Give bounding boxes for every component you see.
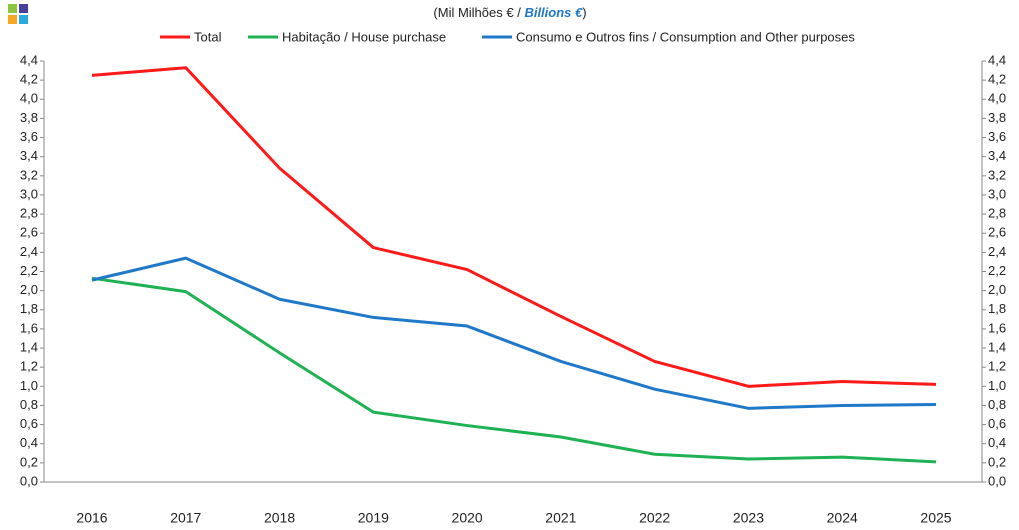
x-tick-label: 2022 [639,510,670,526]
y-tick-label: 3,8 [20,110,38,125]
legend-label: Total [194,29,222,44]
x-tick-label: 2020 [452,510,483,526]
x-tick-label: 2017 [170,510,201,526]
series-line [91,66,937,388]
x-tick-label: 2024 [827,510,858,526]
y2-tick-label: 1,2 [988,359,1006,374]
y-tick-label: 3,0 [20,186,38,201]
y-tick-label: 2,0 [20,282,38,297]
y2-tick-label: 2,6 [988,225,1006,240]
y2-tick-label: 0,0 [988,473,1006,488]
y2-tick-label: 3,2 [988,167,1006,182]
subtitle-part: ) [582,5,586,20]
y-tick-label: 0,0 [20,473,38,488]
y-tick-label: 2,6 [20,225,38,240]
y-tick-label: 1,4 [20,339,38,354]
y2-tick-label: 1,8 [988,301,1006,316]
x-tick-label: 2023 [733,510,764,526]
y-tick-label: 4,0 [20,91,38,106]
series-line [91,276,937,464]
x-tick-label: 2016 [76,510,107,526]
y-tick-label: 1,0 [20,378,38,393]
legend-label: Habitação / House purchase [282,29,446,44]
y-tick-label: 1,6 [20,320,38,335]
y-tick-label: 1,2 [20,359,38,374]
y-tick-label: 4,4 [20,52,38,67]
y-tick-label: 0,8 [20,397,38,412]
y2-tick-label: 0,4 [988,435,1006,450]
y2-tick-label: 2,0 [988,282,1006,297]
y-tick-label: 3,2 [20,167,38,182]
y-tick-label: 2,2 [20,263,38,278]
y2-tick-label: 2,4 [988,244,1006,259]
y-tick-label: 2,4 [20,244,38,259]
y2-tick-label: 3,6 [988,129,1006,144]
logo [8,4,28,24]
y2-tick-label: 4,4 [988,52,1006,67]
subtitle-part: (Mil Milhões € / [433,5,524,20]
y2-tick-label: 1,0 [988,378,1006,393]
y2-tick-label: 0,2 [988,454,1006,469]
y2-tick-label: 1,4 [988,339,1006,354]
y2-tick-label: 2,8 [988,206,1006,221]
y-tick-label: 0,6 [20,416,38,431]
y-tick-label: 3,6 [20,129,38,144]
subtitle: (Mil Milhões € / Billions €) [433,5,586,20]
y-tick-label: 0,2 [20,454,38,469]
series-line [91,256,937,410]
y2-tick-label: 0,8 [988,397,1006,412]
x-tick-label: 2025 [920,510,951,526]
legend-label: Consumo e Outros fins / Consumption and … [516,29,855,44]
y-tick-label: 1,8 [20,301,38,316]
y2-tick-label: 3,0 [988,186,1006,201]
y-tick-label: 0,4 [20,435,38,450]
x-tick-label: 2019 [358,510,389,526]
y-tick-label: 2,8 [20,206,38,221]
y-tick-label: 4,2 [20,72,38,87]
subtitle-part: Billions € [524,5,583,20]
y2-tick-label: 4,2 [988,72,1006,87]
y2-tick-label: 3,8 [988,110,1006,125]
y2-tick-label: 1,6 [988,320,1006,335]
x-tick-label: 2021 [545,510,576,526]
y-tick-label: 3,4 [20,148,38,163]
y2-tick-label: 2,2 [988,263,1006,278]
y2-tick-label: 0,6 [988,416,1006,431]
y2-tick-label: 4,0 [988,91,1006,106]
x-tick-label: 2018 [264,510,295,526]
y2-tick-label: 3,4 [988,148,1006,163]
